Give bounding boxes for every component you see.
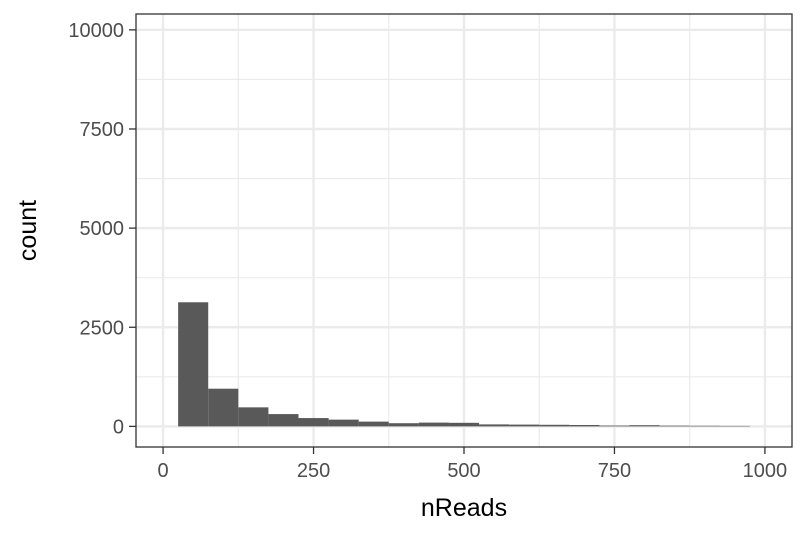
y-tick-label: 2500 — [80, 317, 125, 339]
histogram-bar — [509, 424, 540, 427]
x-tick-label: 500 — [447, 460, 480, 482]
x-tick-label: 250 — [297, 460, 330, 482]
histogram-bar — [268, 414, 299, 427]
histogram-bar — [599, 425, 630, 427]
histogram-bar — [479, 424, 510, 427]
histogram-bar — [689, 425, 720, 427]
histogram-bars — [178, 302, 750, 427]
histogram-bar — [539, 424, 570, 427]
histogram-bar — [418, 422, 449, 427]
histogram-bar — [448, 422, 480, 427]
x-tick-label: 1000 — [743, 460, 788, 482]
histogram-bar — [629, 425, 660, 427]
y-axis: 0 2500 5000 7500 10000 — [68, 20, 136, 438]
histogram-bar — [328, 419, 359, 427]
histogram-bar — [358, 421, 389, 427]
x-axis: 0 250 500 750 1000 — [158, 447, 788, 482]
y-axis-title: count — [14, 200, 42, 261]
x-tick-label: 0 — [158, 460, 169, 482]
histogram-bar — [298, 418, 329, 427]
histogram-bar — [388, 423, 419, 427]
x-axis-title: nReads — [421, 494, 507, 522]
y-tick-label: 7500 — [80, 119, 125, 141]
x-tick-label: 750 — [598, 460, 631, 482]
histogram-bar — [659, 425, 690, 427]
y-tick-label: 10000 — [68, 20, 124, 42]
y-tick-label: 5000 — [80, 218, 125, 240]
histogram-bar — [569, 424, 600, 427]
histogram-bar — [238, 407, 269, 427]
histogram-bar — [208, 388, 239, 427]
y-tick-label: 0 — [113, 416, 124, 438]
histogram-bar — [178, 302, 209, 427]
